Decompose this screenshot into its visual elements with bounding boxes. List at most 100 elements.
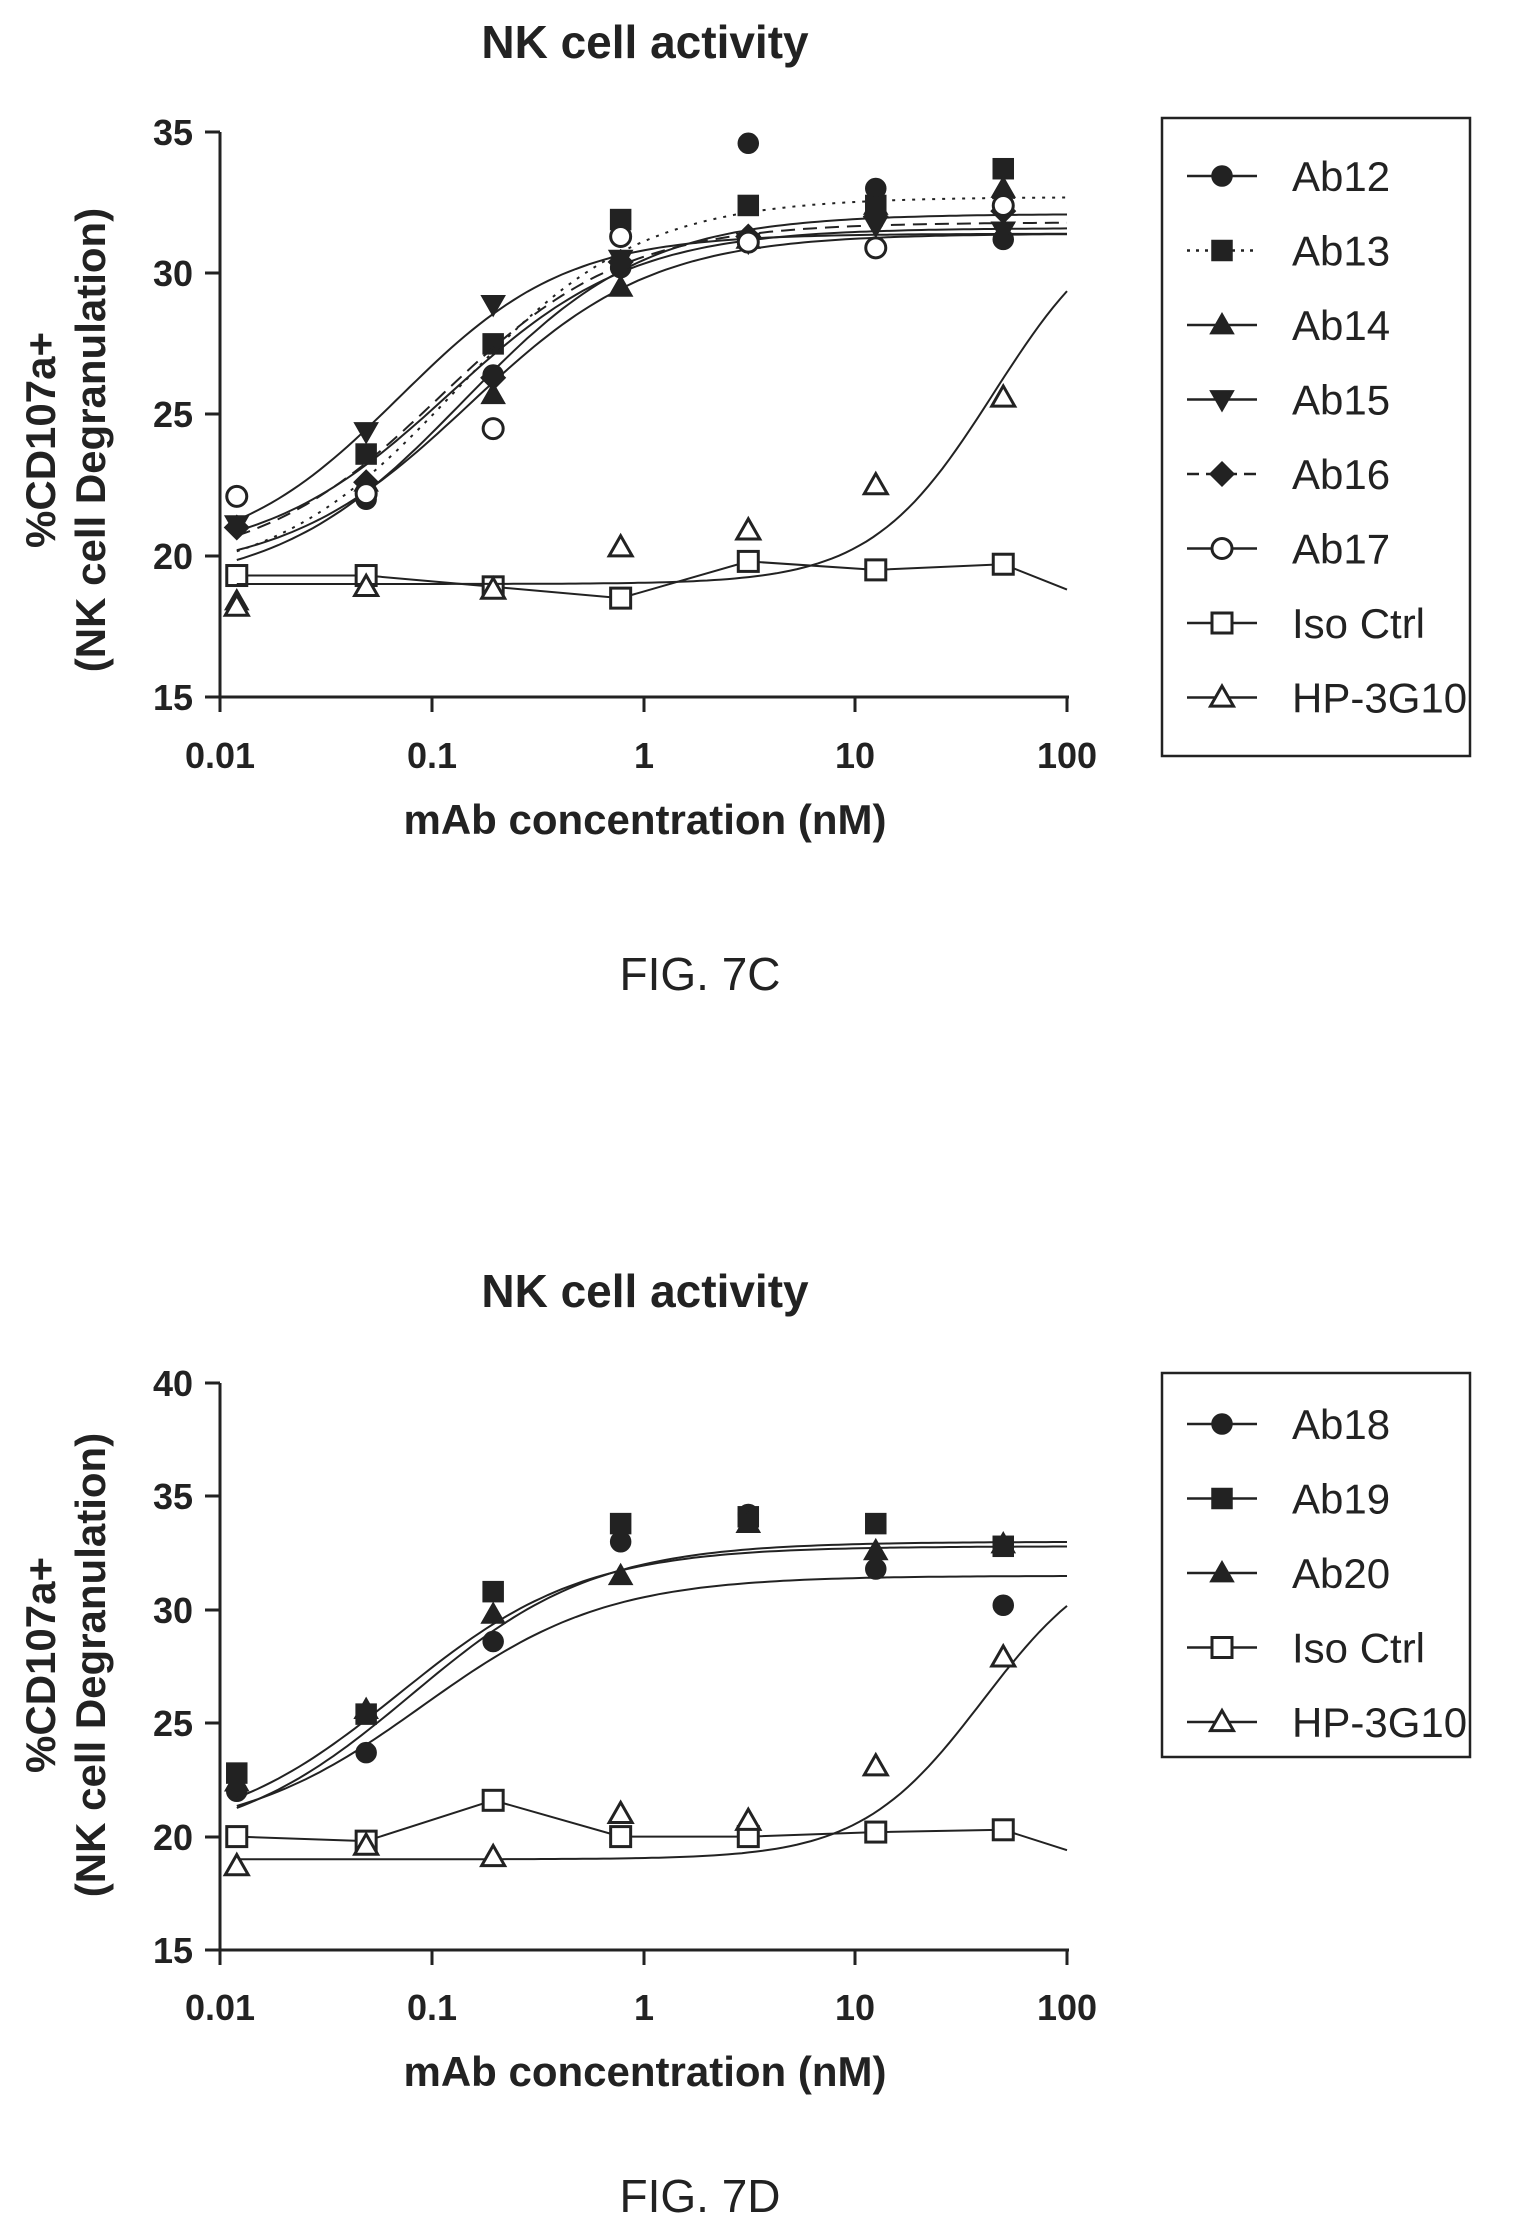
figure-caption: FIG. 7C [619,948,780,1000]
legend-marker-hp-3g10 [1207,1707,1237,1733]
data-point-hp-3g10 [861,1751,890,1777]
data-point-iso-ctrl [991,1818,1015,1842]
y-tick-label: 35 [153,1476,193,1517]
data-point-hp-3g10 [352,572,381,597]
chart-7c: NK cell activity %CD107a+ (NK cell Degra… [17,16,1472,1000]
data-point-iso-ctrl [864,1820,888,1844]
legend: Ab18 Ab19 Ab20 Iso Ctrl HP-3G10 [1187,1401,1467,1746]
series-line-ab19 [236,1541,1067,1809]
data-point-ab17 [225,484,249,508]
data-point-ab18 [865,1558,887,1580]
x-tick-label: 1 [634,735,654,776]
y-tick-label: 30 [153,253,193,294]
data-point-iso-ctrl [225,564,249,588]
series-line-ab17 [236,227,1068,533]
data-point-ab16 [862,203,889,230]
data-point-ab17 [736,230,760,254]
data-point-ab20 [353,1696,379,1719]
chart-title: NK cell activity [481,1265,809,1317]
data-point-ab19 [482,1580,504,1603]
data-point-ab18 [355,1741,377,1764]
data-point-ab18 [992,1594,1015,1617]
y-axis-label-line-2: (NK cell Degranulation) [67,208,114,672]
data-point-hp-3g10 [352,1831,381,1856]
data-point-hp-3g10 [734,1806,763,1831]
data-point-ab20 [990,1531,1017,1554]
data-point-ab16 [223,514,250,541]
legend-marker-ab18 [1211,1413,1233,1435]
data-point-iso-ctrl [225,1825,249,1849]
data-point-ab14 [607,274,634,297]
series-line-hp-3g10 [236,290,1068,585]
x-tick-label: 0.01 [185,1987,255,2028]
y-tick-label: 35 [153,112,193,153]
legend-label-ab20: Ab20 [1292,1550,1390,1597]
x-axis-label: mAb concentration (nM) [404,796,887,843]
data-point-ab17 [609,225,633,249]
y-tick-label: 20 [153,1817,193,1858]
legend-marker-ab15 [1209,390,1235,413]
x-tick-label: 100 [1037,1987,1097,2028]
data-point-hp-3g10 [479,575,508,600]
chart-7d: NK cell activity %CD107a+ (NK cell Degra… [17,1265,1472,2222]
data-point-ab19 [865,1512,887,1535]
x-tick-label: 0.1 [407,735,457,776]
data-point-ab19 [609,1512,632,1535]
data-point-ab15 [353,422,379,445]
series-line-iso-ctrl [236,560,1068,600]
data-point-hp-3g10 [989,383,1018,408]
data-point-hp-3g10 [734,515,763,541]
data-point-ab12 [737,132,760,155]
series-line-ab18 [236,1575,1067,1807]
legend-label-ab15: Ab15 [1292,377,1390,424]
y-tick-label: 25 [153,1703,193,1744]
data-point-ab16 [607,248,634,276]
legend-label-ab14: Ab14 [1292,302,1390,349]
x-tick-label: 10 [835,1987,875,2028]
y-axis-label: %CD107a+ (NK cell Degranulation) [17,1433,114,1897]
data-point-iso-ctrl [991,552,1015,576]
legend-label-iso-ctrl: Iso Ctrl [1292,1625,1425,1672]
data-point-ab14 [480,381,506,405]
legend-label-ab17: Ab17 [1292,526,1390,573]
data-point-hp-3g10 [989,1642,1018,1668]
data-point-ab20 [735,1510,762,1533]
data-point-iso-ctrl [736,549,760,573]
data-point-iso-ctrl [609,586,633,610]
legend-label-iso-ctrl: Iso Ctrl [1292,600,1425,647]
legend-marker-iso-ctrl [1210,611,1234,635]
data-point-ab13 [482,333,504,355]
plot-area [222,1503,1068,1877]
legend-box [1160,116,1472,758]
legend-label-ab12: Ab12 [1292,153,1390,200]
data-point-ab20 [607,1562,634,1586]
x-tick-label: 0.01 [185,735,255,776]
data-point-ab16 [480,364,507,391]
series-line-iso-ctrl [236,1799,1068,1852]
y-axis-label-line-2: (NK cell Degranulation) [67,1433,114,1897]
legend-marker-ab20 [1209,1559,1235,1583]
y-ticks: 15 20 25 30 35 [153,112,220,718]
data-point-hp-3g10 [222,592,251,617]
chart-title: NK cell activity [481,16,809,68]
data-point-iso-ctrl [864,558,888,582]
legend: Ab12 Ab13 Ab14 Ab15 Ab16 Ab17 Iso Ctrl HP-3G10 [1187,153,1467,722]
data-point-ab17 [354,482,378,506]
data-point-ab20 [480,1601,506,1624]
legend-label-ab13: Ab13 [1292,228,1390,275]
series-line-ab15 [236,232,1067,522]
data-point-ab15 [480,294,506,318]
y-tick-label: 15 [153,1930,193,1971]
x-ticks: 0.01 0.1 1 10 100 [185,697,1097,776]
legend-marker-ab19 [1211,1487,1233,1510]
x-tick-label: 0.1 [407,1987,457,2028]
data-point-ab13 [737,194,760,217]
legend-marker-ab14 [1209,311,1235,335]
legend-box [1160,1371,1472,1759]
data-point-hp-3g10 [606,532,635,558]
plot-area [222,132,1068,617]
legend-marker-ab16 [1208,460,1236,488]
y-axis-label-line-1: %CD107a+ [17,332,64,548]
legend-label-ab16: Ab16 [1292,451,1390,498]
x-tick-label: 100 [1037,735,1097,776]
